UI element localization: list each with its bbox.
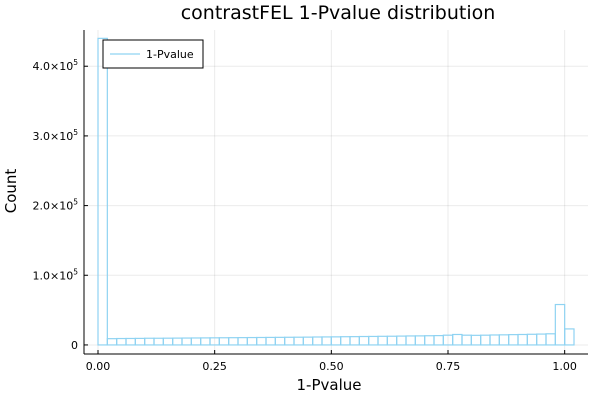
histogram-bar xyxy=(106,338,118,346)
histogram-bar xyxy=(190,337,202,346)
histogram-bar xyxy=(97,37,108,346)
histogram-bar xyxy=(153,337,164,346)
histogram-bar xyxy=(302,336,314,346)
histogram-bar xyxy=(274,336,286,346)
x-tick-label-1: 0.25 xyxy=(202,360,227,373)
histogram-bar xyxy=(396,335,407,346)
histogram-bar xyxy=(526,333,538,346)
histogram-bar xyxy=(498,334,510,346)
histogram-bar xyxy=(414,335,426,346)
histogram-bar xyxy=(433,335,444,346)
x-axis-label: 1-Pvalue xyxy=(297,376,362,394)
y-tick-label-0: 0 xyxy=(71,339,78,352)
histogram-bar xyxy=(312,336,323,346)
histogram-bar xyxy=(284,336,295,346)
histogram-bar xyxy=(358,335,370,346)
histogram-bar xyxy=(265,336,276,346)
axes-layer: 0.00 0.25 0.50 0.75 1.00 0 1.0×105 2.0×105 3.0×1… xyxy=(33,30,588,373)
histogram-bar xyxy=(116,337,127,346)
histogram-bar xyxy=(564,328,575,346)
histogram-bar xyxy=(517,333,528,346)
histogram-bar xyxy=(349,336,360,346)
histogram-bar xyxy=(340,336,351,346)
histogram-bar xyxy=(330,336,342,346)
histogram-bar xyxy=(368,335,379,346)
histogram-bar xyxy=(134,337,146,346)
histogram-bar xyxy=(162,337,174,346)
histogram-bar xyxy=(200,337,211,346)
histogram-bar xyxy=(125,337,136,346)
histogram-bar xyxy=(237,337,248,346)
histogram-bar xyxy=(461,334,472,346)
chart-title: contrastFEL 1-Pvalue distribution xyxy=(181,2,496,24)
y-tick-label-3: 3.0×105 xyxy=(33,128,79,143)
histogram-bar xyxy=(536,333,547,346)
histogram-bar xyxy=(144,337,155,346)
histogram-bar xyxy=(256,336,267,346)
y-tick-label-2: 2.0×105 xyxy=(33,198,79,213)
histogram-bar xyxy=(321,336,332,346)
grid-layer xyxy=(84,30,588,354)
histogram-bar xyxy=(218,337,230,346)
histogram-bar xyxy=(554,303,566,346)
histogram-bar xyxy=(405,335,416,346)
histogram-bar xyxy=(377,335,388,346)
histogram-bar xyxy=(489,334,500,346)
histogram-bar xyxy=(470,334,482,346)
x-tick-label-0: 0.00 xyxy=(86,360,111,373)
histogram-bar xyxy=(181,337,192,346)
x-tick-label-3: 0.75 xyxy=(436,360,461,373)
legend-label: 1-Pvalue xyxy=(146,48,194,61)
histogram-bar xyxy=(246,336,258,346)
histogram-bar xyxy=(424,335,435,346)
y-axis-label: Count xyxy=(2,169,20,214)
histogram-bar xyxy=(228,337,239,346)
x-tick-label-2: 0.50 xyxy=(319,360,344,373)
histogram-bar xyxy=(386,335,398,346)
histogram-bar xyxy=(293,336,304,346)
y-tick-label-1: 1.0×105 xyxy=(33,267,79,282)
y-tick-label-4: 4.0×105 xyxy=(33,58,79,73)
histogram-bar xyxy=(545,333,556,346)
histogram-bar xyxy=(480,334,491,346)
x-tick-label-4: 1.00 xyxy=(552,360,577,373)
bars-layer xyxy=(97,37,575,346)
histogram-bar xyxy=(508,334,519,346)
histogram-bar xyxy=(452,333,463,346)
legend: 1-Pvalue xyxy=(102,39,204,69)
histogram-bar xyxy=(172,337,183,346)
